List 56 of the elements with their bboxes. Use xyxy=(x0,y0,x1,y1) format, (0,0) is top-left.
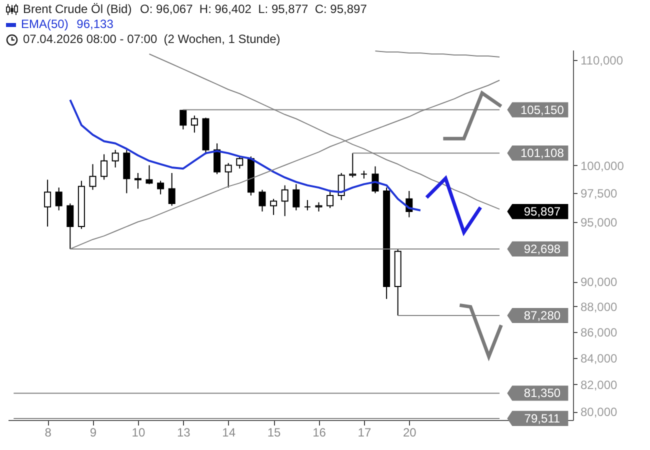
x-tick-label: 10 xyxy=(132,426,146,440)
annotation: 95,897 xyxy=(524,204,561,219)
x-tick-label: 16 xyxy=(312,426,326,440)
y-tick-label: 110,000 xyxy=(580,53,624,68)
candlestick xyxy=(89,164,96,190)
y-tick-label: 88,000 xyxy=(580,300,618,314)
x-tick-label: 8 xyxy=(44,426,52,440)
x-tick-label: 15 xyxy=(267,426,282,440)
candlestick xyxy=(168,172,176,206)
y-tick-label: 80,000 xyxy=(580,405,618,420)
candlestick xyxy=(281,184,288,217)
candlestick xyxy=(326,189,334,209)
x-tick-label: 20 xyxy=(402,426,417,440)
candlestick xyxy=(349,152,356,178)
y-tick-label: 84,000 xyxy=(580,351,618,366)
text: O: 96,067 H: 96,402 L: 95,877 C: 95,897 xyxy=(139,2,367,17)
candlestick xyxy=(157,180,164,195)
x-tick-label: 17 xyxy=(358,426,372,440)
chart-subtitle: 07.04.2026 08:00 - 07:00 (2 Wochen, 1 Stunde) xyxy=(23,32,280,47)
text: 96,133 xyxy=(76,17,114,32)
candlestick xyxy=(236,156,244,170)
y-tick-label: 82,000 xyxy=(580,378,618,392)
candlestick xyxy=(190,115,198,134)
candlestick xyxy=(292,184,300,211)
candlestick xyxy=(214,142,221,175)
text: 92,698 xyxy=(524,242,561,256)
y-tick-label: 86,000 xyxy=(580,325,618,340)
candlestick xyxy=(304,200,311,211)
y-tick-label: 95,000 xyxy=(580,215,618,230)
candlestick xyxy=(224,162,232,188)
candlestick xyxy=(44,179,52,228)
candlestick xyxy=(338,172,345,201)
candlestick xyxy=(180,109,187,130)
chart-title: Brent Crude Öl (Bid) xyxy=(23,2,132,17)
candlestick xyxy=(258,189,266,212)
y-tick-label: 97,500 xyxy=(580,186,618,201)
x-tick-label: 13 xyxy=(176,426,191,440)
series-label: 101,108 xyxy=(520,146,564,160)
candlestick xyxy=(146,164,153,185)
candlestick xyxy=(134,172,142,190)
candlestick xyxy=(100,154,108,180)
ref-line-label: 79,511 xyxy=(524,411,560,426)
ref-line-label: 81,350 xyxy=(524,386,561,400)
candlestick xyxy=(270,198,278,216)
legend-label: EMA(50) xyxy=(21,17,68,32)
candlestick xyxy=(112,149,119,168)
y-tick-label: 90,000 xyxy=(580,275,618,290)
x-tick-label: 14 xyxy=(222,426,236,440)
candlestick xyxy=(55,187,62,211)
x-tick-label: 9 xyxy=(90,426,97,440)
candlestick xyxy=(315,202,322,212)
candlestick xyxy=(66,202,74,250)
series-label: 105,150 xyxy=(520,102,564,117)
line-series xyxy=(69,98,422,212)
y-tick-label: 100,000 xyxy=(580,158,624,173)
text: 87,280 xyxy=(524,308,561,322)
